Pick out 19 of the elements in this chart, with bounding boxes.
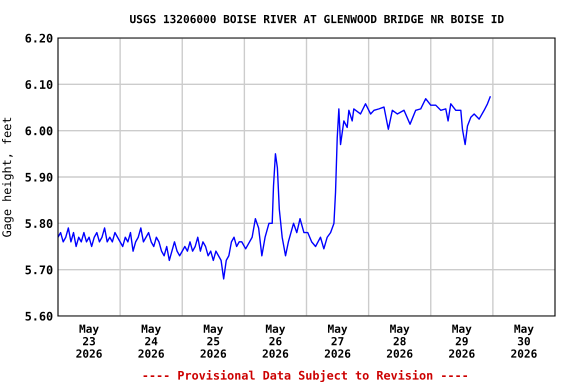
line-series <box>58 96 491 280</box>
chart-title: USGS 13206000 BOISE RIVER AT GLENWOOD BRIDGE NR BOISE ID <box>130 14 504 24</box>
y-tick-label: 5.80 <box>26 219 52 228</box>
x-tick-label: May 24 2026 <box>138 324 164 358</box>
x-tick-label: May 28 2026 <box>386 324 412 358</box>
y-tick-label: 5.70 <box>26 265 52 274</box>
text: ---- Provisional Data Subject to Revision ---- <box>144 370 468 382</box>
y-tick-label: 6.10 <box>25 80 52 89</box>
x-tick-label: May 23 2026 <box>76 324 102 358</box>
x-tick-label: May 26 2026 <box>262 324 288 358</box>
x-tick-label: May 27 2026 <box>324 324 350 358</box>
y-tick-label: 5.60 <box>26 312 52 321</box>
y-axis-title: Gage height, feet <box>2 118 14 237</box>
x-tick-label: May 25 2026 <box>200 324 226 358</box>
x-tick-label: May 29 2026 <box>449 324 475 358</box>
y-tick-label: 6.20 <box>25 34 52 43</box>
x-tick-label: May 30 2026 <box>511 324 537 358</box>
y-tick-label: 6.00 <box>25 126 52 136</box>
y-tick-label: 5.90 <box>26 172 52 182</box>
